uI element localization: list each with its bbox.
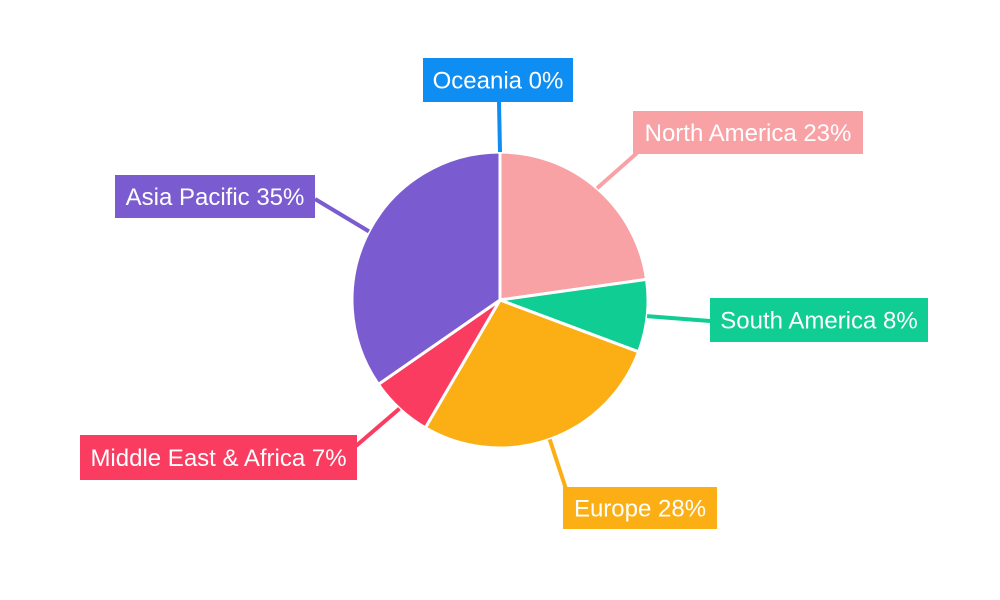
slice-label-text-north-america: North America 23% — [645, 120, 852, 147]
slice-label-box-oceania — [423, 58, 573, 102]
slice-label-box-asia-pacific — [115, 175, 315, 218]
leader-line-europe — [547, 438, 568, 490]
slice-label-text-middle-east-africa: Middle East & Africa 7% — [90, 445, 346, 472]
slice-label-europe[interactable]: Europe 28% — [563, 487, 717, 529]
pie-slice-north-america[interactable] — [498, 150, 649, 302]
slice-label-text-europe: Europe 28% — [574, 496, 706, 523]
slice-label-box-south-america — [710, 298, 928, 342]
slice-label-text-oceania: Oceania 0% — [433, 68, 564, 95]
leader-line-middle-east-africa — [354, 407, 401, 448]
slice-label-text-south-america: South America 8% — [720, 308, 917, 335]
slice-label-oceania[interactable]: Oceania 0% — [423, 58, 573, 102]
leader-line-south-america — [646, 314, 711, 323]
slice-label-asia-pacific[interactable]: Asia Pacific 35% — [115, 175, 315, 218]
slice-label-middle-east-africa[interactable]: Middle East & Africa 7% — [80, 435, 357, 480]
slice-label-box-europe — [563, 487, 717, 529]
slice-label-south-america[interactable]: South America 8% — [710, 298, 928, 342]
slice-label-text-asia-pacific: Asia Pacific 35% — [126, 184, 305, 211]
slice-label-north-america[interactable]: North America 23% — [633, 111, 863, 154]
leader-line-north-america — [595, 151, 639, 190]
leader-line-asia-pacific — [313, 197, 370, 234]
slice-label-box-middle-east-africa — [80, 435, 357, 480]
slice-label-box-north-america — [633, 111, 863, 154]
leader-line-oceania — [497, 101, 502, 153]
